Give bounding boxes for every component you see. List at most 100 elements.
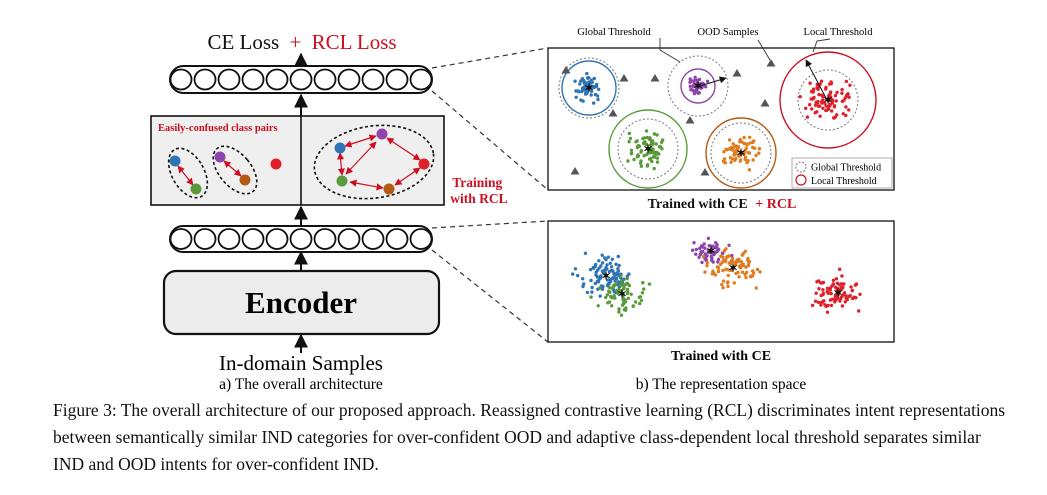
vector-cell xyxy=(241,68,265,91)
green-point xyxy=(628,136,633,141)
green-point xyxy=(626,159,630,163)
red-ce-point xyxy=(838,299,842,303)
red-point xyxy=(808,103,812,107)
vector-cell xyxy=(289,228,313,250)
blue-point xyxy=(578,82,582,86)
orange-point xyxy=(728,146,732,151)
vector-cell xyxy=(241,228,265,250)
blue-ce-point xyxy=(597,259,601,263)
blue-centroid-icon: ✶ xyxy=(584,81,594,95)
blue-ce-point xyxy=(590,285,594,290)
legend-global-label: Global Threshold xyxy=(811,163,881,174)
confused-pair-ellipse-2 xyxy=(212,145,258,195)
orange-ce-point xyxy=(734,271,738,276)
orange-point xyxy=(747,168,752,172)
orange-ce-point xyxy=(711,269,715,273)
global-threshold-pointer xyxy=(659,38,681,63)
orange-ce-point xyxy=(705,264,709,268)
purple-point xyxy=(692,89,696,93)
blue-ce-point xyxy=(604,257,608,262)
red-point xyxy=(820,101,824,105)
orange-ce-point xyxy=(740,270,745,274)
local-threshold-callout: Local Threshold xyxy=(804,27,874,38)
confused-pair-ellipse-1 xyxy=(167,147,209,199)
vector-cell xyxy=(409,228,433,250)
blue-ce-point xyxy=(598,275,602,279)
orange-ce-point xyxy=(733,262,738,266)
vector-cell xyxy=(313,228,337,250)
blue-point xyxy=(574,95,578,100)
orange-ce-point xyxy=(723,259,727,264)
connector-bottom-2 xyxy=(431,249,549,343)
red-ce-point xyxy=(825,286,830,290)
purple-ce-point xyxy=(694,252,698,256)
blue-ce-point xyxy=(602,271,606,275)
purple-ce-centroid-icon: ✶ xyxy=(706,244,716,258)
vector-cell xyxy=(337,68,361,91)
green-ce-point xyxy=(631,304,635,308)
vector-cell xyxy=(385,228,409,250)
input-label: In-domain Samples xyxy=(219,351,383,375)
ce-panel xyxy=(547,220,895,343)
green-ce-point xyxy=(608,290,612,294)
red-point xyxy=(812,95,816,100)
ce-rcl-title: Trained with CE + RCL xyxy=(648,197,797,212)
red-point xyxy=(832,116,836,120)
orange-ce-point xyxy=(716,269,721,274)
green-ce-point xyxy=(616,289,620,293)
ood-triangle-icon xyxy=(685,116,695,124)
orange-ce-point xyxy=(719,254,723,258)
orange-point xyxy=(742,135,746,140)
green-class-node xyxy=(190,183,202,195)
connector-bottom-1 xyxy=(431,220,549,229)
orange-ce-point xyxy=(727,261,731,265)
blue-ce-point xyxy=(610,257,614,261)
green-ce-point xyxy=(626,296,630,301)
red-ce-point xyxy=(825,310,830,314)
green-ce-point xyxy=(625,276,629,281)
subcaption-a: a) The overall architecture xyxy=(219,376,383,393)
red-ce-point xyxy=(813,299,818,303)
connector-top-1 xyxy=(431,47,549,69)
purple-ce-point xyxy=(692,241,696,245)
purple-point xyxy=(692,81,696,86)
blue-ce-point xyxy=(617,263,621,268)
red-point xyxy=(815,101,820,105)
green-point xyxy=(649,143,653,147)
blue-point xyxy=(585,71,589,76)
red-point xyxy=(821,106,825,111)
green-ce-point xyxy=(605,293,610,297)
red-ce-point xyxy=(842,282,846,286)
red-ce-point xyxy=(833,285,838,289)
red-point xyxy=(835,113,839,117)
red-point xyxy=(817,92,821,97)
blue-ce-point xyxy=(595,275,600,279)
green-point xyxy=(644,129,649,133)
blue-ce-point xyxy=(591,265,595,270)
orange-ce-point xyxy=(744,265,748,269)
red-point xyxy=(818,114,822,118)
blue-ce-point xyxy=(605,267,609,271)
green-point xyxy=(652,132,657,136)
green-point xyxy=(639,149,644,153)
orange-class-node-after xyxy=(383,183,395,195)
red-ce-point xyxy=(840,274,844,278)
orange-ce-point xyxy=(731,259,735,264)
red-point xyxy=(840,99,844,104)
blue-point xyxy=(589,93,593,97)
red-point xyxy=(829,80,833,84)
green-ce-point xyxy=(621,293,625,297)
green-point xyxy=(648,137,652,142)
purple-class-node-after xyxy=(376,128,388,140)
ood-sample-markers xyxy=(561,59,776,176)
green-point xyxy=(632,157,636,162)
purple-centroid-icon: ✶ xyxy=(693,79,703,93)
ood-triangle-icon xyxy=(570,167,580,175)
orange-ce-point xyxy=(721,268,725,273)
orange-ce-point xyxy=(731,265,736,269)
orange-global-threshold xyxy=(710,122,772,184)
blue-point xyxy=(574,89,578,93)
purple-point xyxy=(692,91,697,96)
green-ce-point xyxy=(617,307,621,311)
